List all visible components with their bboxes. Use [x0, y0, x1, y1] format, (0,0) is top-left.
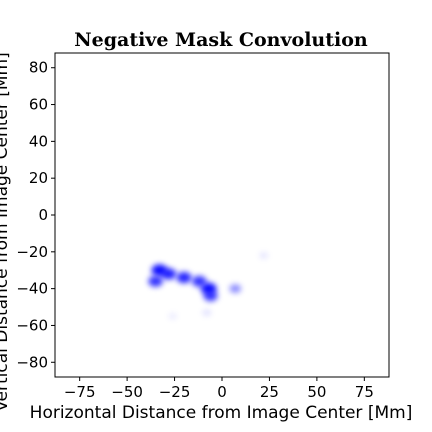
heatmap-blob-7 — [229, 284, 242, 293]
y-axis-label: Vertical Distance from Image Center [Mm] — [0, 52, 12, 412]
y-tick-label: −20 — [16, 243, 48, 261]
x-tick-label: −50 — [111, 383, 143, 401]
x-tick-label: 25 — [260, 383, 279, 401]
x-tick-label: −75 — [64, 383, 96, 401]
heatmap-blob-8 — [259, 252, 269, 259]
y-tick-label: −60 — [16, 316, 48, 334]
y-tick-label: 40 — [29, 132, 48, 150]
heatmap-blob-6 — [203, 290, 218, 302]
heatmap-blob-1 — [161, 268, 177, 280]
y-tick-label: −40 — [16, 280, 48, 298]
x-axis-label: Horizontal Distance from Image Center [M… — [30, 403, 413, 423]
y-tick-label: 20 — [29, 169, 48, 187]
y-tick-label: 0 — [38, 206, 48, 224]
x-tick-label: 50 — [307, 383, 326, 401]
y-tick-label: 80 — [29, 59, 48, 77]
plot-background — [55, 53, 389, 377]
heatmap-blob-3 — [176, 272, 192, 284]
plot-area — [54, 52, 390, 378]
chart-title: Negative Mask Convolution — [74, 29, 368, 51]
heatmap-blob-10 — [168, 313, 177, 320]
heatmap-layer — [148, 252, 269, 320]
y-tick-label: 60 — [29, 96, 48, 114]
y-axis: −80 −60 −40 −20 0 20 40 60 80 — [16, 59, 55, 371]
x-tick-label: 0 — [217, 383, 227, 401]
x-tick-label: −25 — [159, 383, 191, 401]
heatmap-blob-9 — [202, 309, 212, 316]
y-tick-label: −80 — [16, 353, 48, 371]
heatmap-blob-2 — [148, 275, 163, 287]
x-axis: −75 −50 −25 0 25 50 75 — [64, 377, 374, 401]
x-tick-label: 75 — [355, 383, 374, 401]
heatmap-blob-4 — [192, 275, 207, 287]
